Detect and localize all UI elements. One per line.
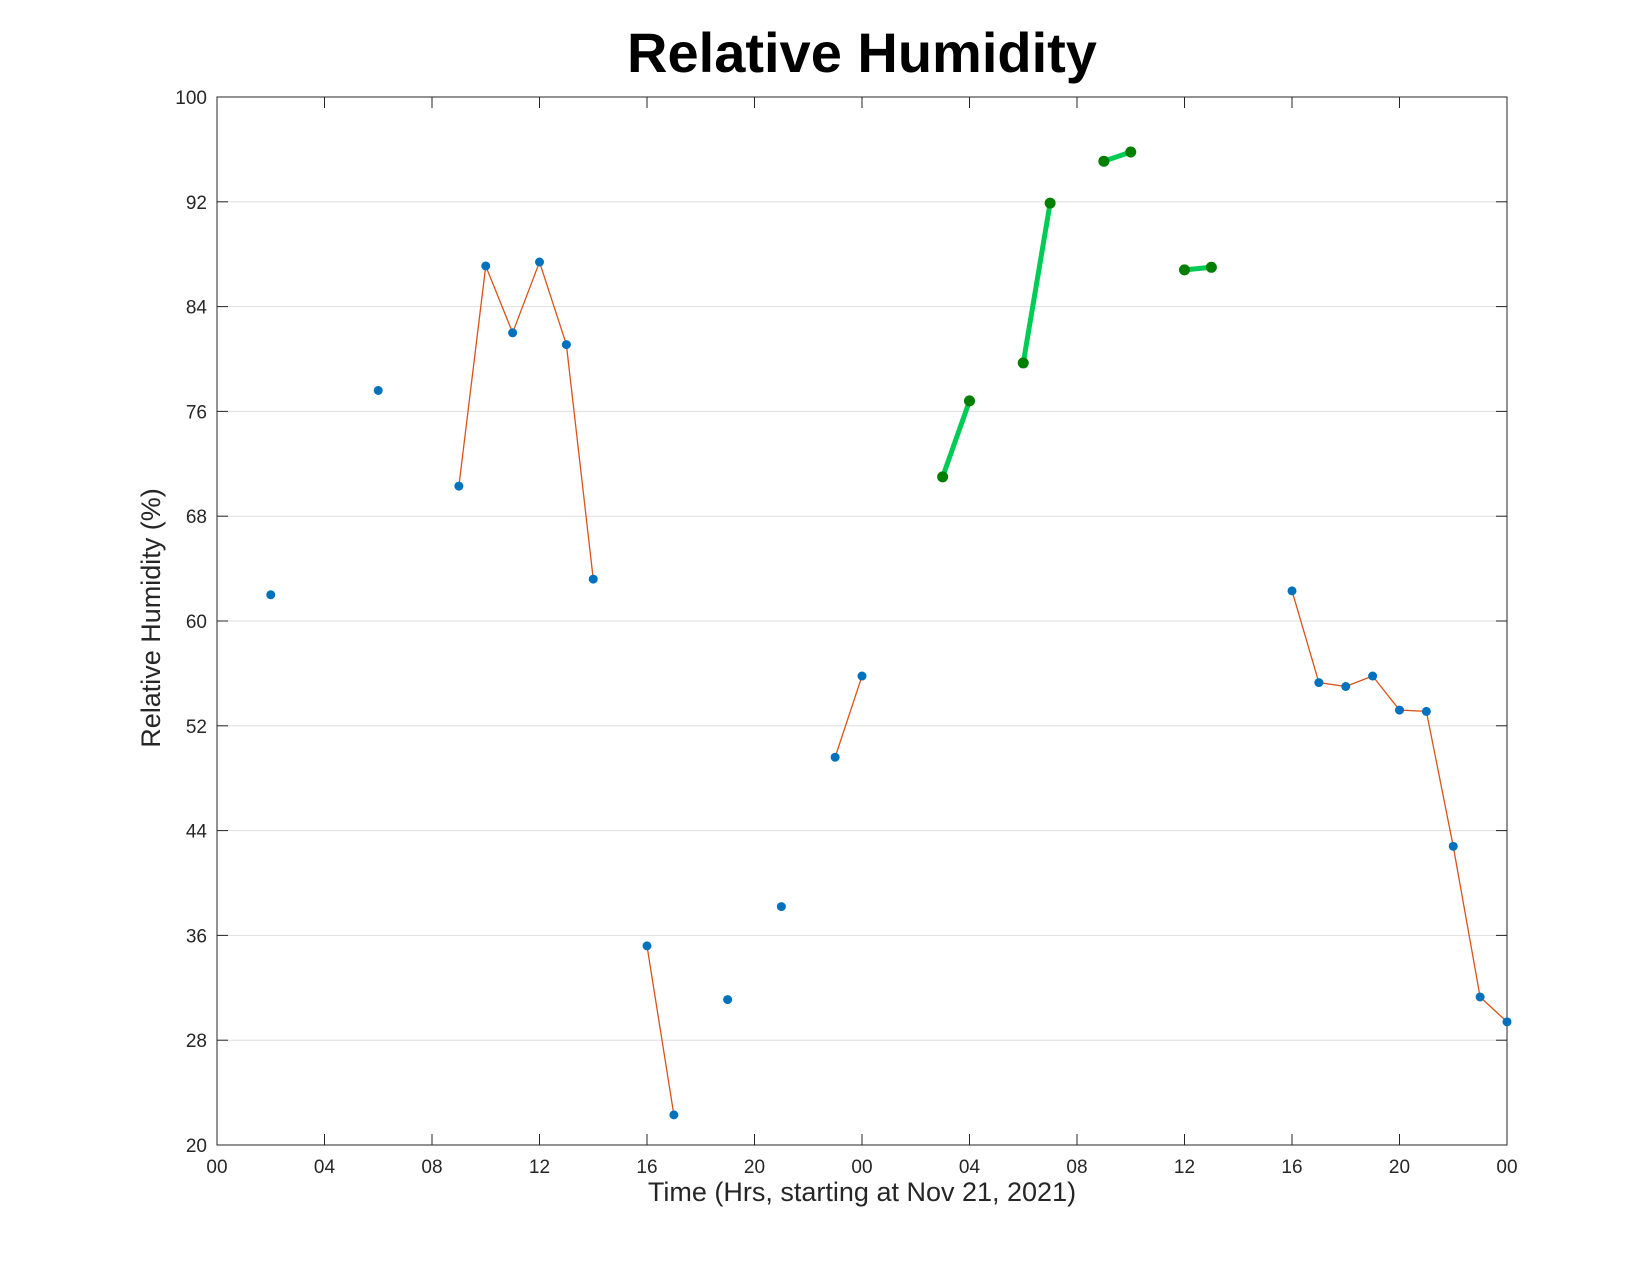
y-tick-label: 68 <box>186 507 207 528</box>
measured-series-line-2 <box>458 261 594 580</box>
measured-data-point <box>642 941 652 951</box>
x-tick-label: 20 <box>1389 1157 1410 1178</box>
x-tick-label: 00 <box>206 1157 227 1178</box>
y-axis-label: Relative Humidity (%) <box>136 488 166 748</box>
measured-data-point <box>830 752 840 762</box>
highlight-series-line-0 <box>940 400 972 478</box>
measured-data-point <box>373 385 383 395</box>
y-tick-label: 100 <box>175 88 207 109</box>
chart-title: Relative Humidity <box>627 21 1097 84</box>
y-tick-label: 84 <box>186 298 208 319</box>
series-points <box>266 146 1512 1120</box>
x-tick-label: 08 <box>421 1157 442 1178</box>
y-tick-label: 28 <box>186 1031 207 1052</box>
y-tick-label: 92 <box>186 193 207 214</box>
highlight-data-point <box>1179 264 1190 276</box>
measured-data-point <box>776 902 786 912</box>
y-tick-label: 60 <box>186 612 207 633</box>
measured-data-point <box>266 590 276 600</box>
x-tick-label: 20 <box>744 1157 765 1178</box>
measured-data-point <box>508 328 518 338</box>
measured-data-point <box>1448 841 1458 851</box>
measured-data-point <box>857 671 867 681</box>
highlight-data-point <box>1098 155 1110 167</box>
measured-data-point <box>535 257 544 267</box>
y-tick-label: 44 <box>186 822 208 843</box>
x-tick-label: 08 <box>1066 1157 1087 1178</box>
measured-data-point <box>1395 705 1404 715</box>
grid <box>217 201 1507 1041</box>
x-tick-label: 16 <box>1281 1157 1302 1178</box>
measured-data-point <box>1368 671 1378 681</box>
x-tick-label: 16 <box>636 1157 657 1178</box>
measured-data-point <box>588 574 598 584</box>
x-tick-label: 04 <box>959 1157 981 1178</box>
x-tick-label: 12 <box>1174 1157 1195 1178</box>
measured-data-point <box>723 995 733 1005</box>
measured-data-point <box>1314 678 1324 688</box>
measured-data-point <box>561 340 571 350</box>
measured-data-point <box>669 1110 679 1120</box>
highlight-data-point <box>937 471 949 483</box>
highlight-data-point <box>1017 357 1029 369</box>
x-tick-label: 00 <box>851 1157 872 1178</box>
x-tick-label: 12 <box>529 1157 550 1178</box>
highlight-data-point <box>1205 261 1217 273</box>
highlight-data-point <box>1125 146 1137 158</box>
y-tick-label: 20 <box>186 1136 207 1157</box>
x-tick-label: 04 <box>314 1157 336 1178</box>
highlight-series-line-1 <box>1020 202 1053 364</box>
measured-series-line-6 <box>834 675 863 758</box>
measured-series-line-3 <box>646 945 675 1115</box>
measured-data-point <box>1502 1017 1512 1027</box>
measured-data-point <box>481 261 491 271</box>
x-tick-label: 00 <box>1496 1157 1517 1178</box>
y-tick-label: 52 <box>186 717 207 738</box>
measured-data-point <box>1421 706 1431 716</box>
highlight-data-point <box>964 395 975 407</box>
highlight-data-point <box>1044 197 1056 209</box>
measured-data-point <box>1475 992 1485 1002</box>
x-axis-label: Time (Hrs, starting at Nov 21, 2021) <box>648 1177 1076 1207</box>
y-tick-label: 76 <box>186 402 207 423</box>
series-lines <box>458 149 1508 1115</box>
measured-data-point <box>1341 682 1351 691</box>
y-tick-label: 36 <box>186 926 207 947</box>
measured-series-line-7 <box>1291 590 1508 1023</box>
measured-data-point <box>454 481 464 491</box>
measured-data-point <box>1287 586 1297 596</box>
